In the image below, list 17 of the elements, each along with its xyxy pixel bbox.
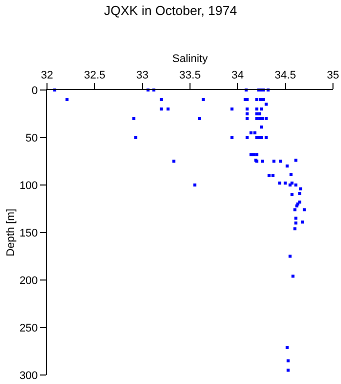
x-tick-label: 34: [232, 70, 244, 82]
chart-title: JQXK in October, 1974: [104, 2, 237, 18]
x-axis-title: Salinity: [172, 53, 208, 66]
y-axis-title: Depth [m]: [5, 208, 18, 256]
x-tick-label: 34.5: [274, 70, 296, 82]
x-tick-label: 32.5: [84, 70, 106, 82]
y-tick-label: 100: [19, 180, 38, 192]
y-tick-label: 50: [26, 132, 38, 144]
x-tick-label: 33: [136, 70, 148, 82]
y-tick-label: 300: [19, 370, 38, 382]
x-tick-label: 32: [40, 70, 54, 82]
y-tick-label: 0: [32, 84, 38, 97]
x-tick-label: 35: [326, 70, 340, 82]
y-tick-label: 200: [19, 274, 38, 287]
y-tick-label: 150: [19, 227, 38, 240]
x-tick-label: 33.5: [179, 70, 201, 82]
y-tick-label: 250: [19, 322, 38, 334]
